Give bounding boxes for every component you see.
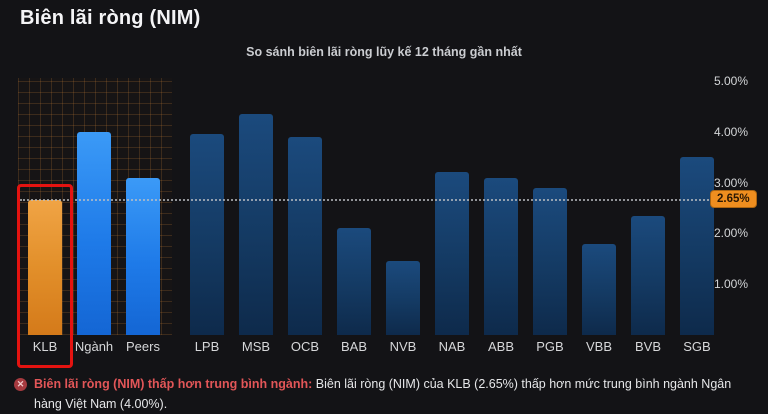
y-axis-tick: 5.00% [714,74,749,88]
threshold-value-badge: 2.65% [710,190,757,209]
x-axis-label-lpb: LPB [194,339,220,354]
bar-nvb[interactable] [386,261,420,335]
x-axis-label-abb: ABB [487,339,514,354]
page-title: Biên lãi ròng (NIM) [20,7,201,29]
y-axis-tick: 4.00% [714,124,749,139]
x-axis-label-ngành: Ngành [74,339,114,354]
bar-ngành[interactable] [77,131,111,335]
bar-sgb[interactable] [680,157,714,335]
x-axis-label-sgb: SGB [683,339,711,354]
bar-klb[interactable] [28,200,62,335]
chart-title: So sánh biên lãi ròng lũy kế 12 tháng gầ… [246,45,522,59]
insight-note-body: Biên lãi ròng (NIM) của KLB (2.65%) thấp… [34,377,732,411]
x-axis-label-nvb: NVB [389,339,417,354]
x-axis-label-klb: KLB [32,339,58,354]
x-axis-label-bab: BAB [340,339,367,354]
bar-bvb[interactable] [631,215,665,335]
bar-nab[interactable] [435,172,469,335]
x-axis-label-nab: NAB [438,339,466,354]
bar-ocb[interactable] [288,136,322,335]
bar-pgb[interactable] [533,187,567,335]
insight-note: ✕ Biên lãi ròng (NIM) thấp hơn trung bìn… [14,375,736,414]
threshold-dotted-line [20,199,712,202]
bar-peers[interactable] [126,177,160,335]
klb-highlight-box [17,184,73,368]
x-axis-label-peers: Peers [126,339,160,354]
bar-msb[interactable] [239,114,273,335]
bar-abb[interactable] [484,177,518,335]
y-axis-tick: 3.00% [714,175,749,190]
x-axis-label-pgb: PGB [536,339,564,354]
x-axis-label-vbb: VBB [585,339,612,354]
y-axis-tick: 1.00% [714,277,749,292]
bar-lpb[interactable] [190,134,224,335]
x-axis-label-msb: MSB [241,339,271,354]
x-axis-label-ocb: OCB [290,339,320,354]
insight-note-text: Biên lãi ròng (NIM) thấp hơn trung bình … [34,375,736,414]
x-circle-icon: ✕ [14,378,27,391]
bar-bab[interactable] [337,228,371,335]
insight-note-heading: Biên lãi ròng (NIM) thấp hơn trung bình … [34,377,313,391]
bar-vbb[interactable] [582,243,616,335]
x-axis-label-bvb: BVB [634,339,661,354]
y-axis-tick: 2.00% [714,226,749,241]
